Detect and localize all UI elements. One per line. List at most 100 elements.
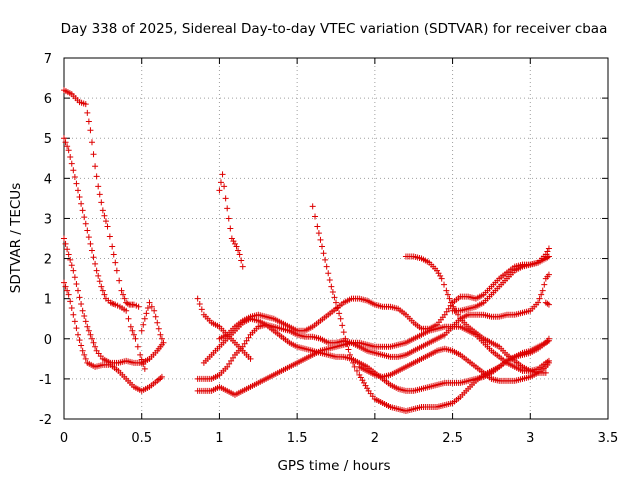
data-point [96,191,103,198]
data-point [113,267,120,274]
x-axis-label: GPS time / hours [277,458,390,474]
data-point [337,315,344,322]
data-point [73,280,80,287]
data-point [143,310,150,317]
data-point [73,180,80,187]
data-point [71,173,78,180]
data-point [79,207,86,214]
data-point [92,260,99,267]
data-point [196,301,203,308]
data-point [81,214,88,221]
data-point [345,346,352,353]
y-tick-label: -1 [39,373,52,388]
data-point [99,287,106,294]
data-point [539,287,546,294]
data-point [127,323,134,330]
data-point [141,315,148,322]
data-point [328,283,335,290]
data-point [67,298,74,305]
data-point [225,215,232,222]
data-point [134,343,141,350]
data-point [65,147,72,154]
data-point [319,243,326,250]
data-point [84,227,91,234]
data-point [157,331,164,338]
data-point [315,230,322,237]
data-point [221,183,228,190]
data-point [544,248,551,255]
x-tick-label: 1.5 [287,431,308,446]
series-track-14 [449,253,552,314]
y-tick-label: 3 [44,212,52,227]
data-point [110,251,117,258]
data-point [64,287,71,294]
data-point [64,143,71,150]
series-track-1 [61,87,142,310]
data-point [443,287,450,294]
series-track-7 [194,295,254,362]
data-point [84,323,91,330]
grid [64,58,608,419]
data-point [98,199,105,206]
data-point [71,318,78,325]
data-point [99,207,106,214]
data-point [444,291,451,298]
data-point [82,318,89,325]
data-point [79,307,86,314]
data-point [87,127,94,134]
data-point [441,281,448,288]
data-point [81,351,88,358]
data-point [112,259,119,266]
y-tick-label: 7 [44,52,52,67]
data-point [334,305,341,312]
y-tick-label: 6 [44,92,52,107]
data-point [116,277,123,284]
data-point [132,335,139,342]
data-point [76,194,83,201]
data-point [65,291,72,298]
data-point [67,256,74,263]
data-point [88,139,95,146]
data-point [123,307,130,314]
data-point [441,311,448,318]
data-point [331,294,338,301]
data-point [348,355,355,362]
data-point [146,299,153,306]
data-point [226,360,233,367]
data-point [144,305,151,312]
data-point [78,342,85,349]
data-point [62,139,69,146]
data-point [238,257,245,264]
data-point [544,300,551,307]
data-point [118,287,125,294]
data-point [340,329,347,336]
data-point [545,245,552,252]
data-point [95,183,102,190]
data-point [90,254,97,261]
data-point [73,325,80,332]
data-point [85,327,92,334]
data-point [155,376,162,383]
x-tick-label: 0.5 [131,431,152,446]
data-point [329,288,336,295]
data-point [96,278,103,285]
data-point [535,299,542,306]
data-point [224,363,231,370]
data-point [70,167,77,174]
data-point [217,179,224,186]
data-points [61,87,552,414]
data-point [130,331,137,338]
data-point [236,251,243,258]
data-point [230,238,237,245]
data-point [129,327,136,334]
series-track-8 [194,271,552,382]
data-point [92,163,99,170]
x-tick-label: 3.5 [598,431,619,446]
data-point [359,377,366,384]
data-point [198,306,205,313]
data-point [158,373,165,380]
data-point [545,359,552,366]
data-point [82,355,89,362]
data-point [227,225,234,232]
